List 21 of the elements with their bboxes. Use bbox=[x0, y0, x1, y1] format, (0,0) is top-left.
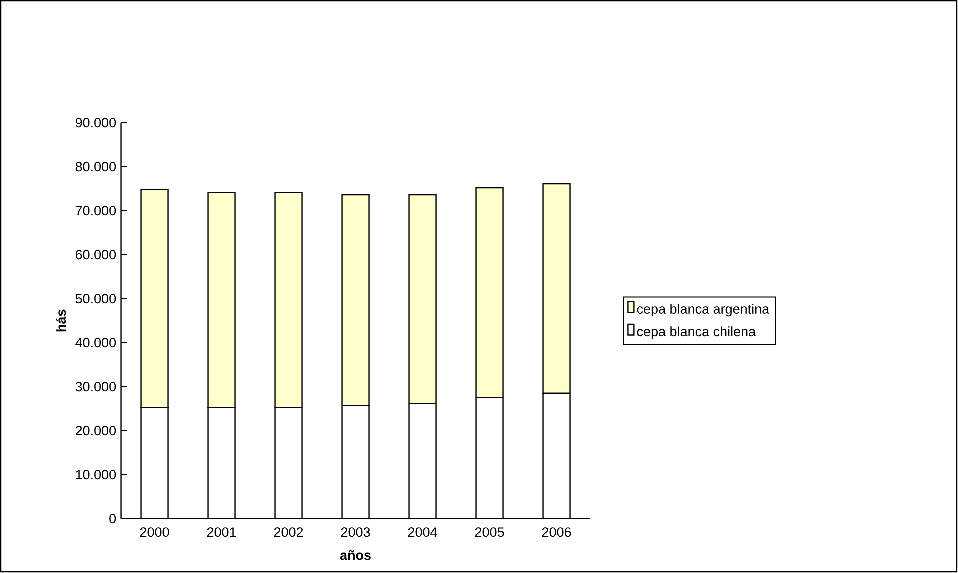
y-tick-label: 60.000 bbox=[76, 250, 116, 260]
y-tick-label: 10.000 bbox=[76, 470, 116, 480]
y-tick-label: 90.000 bbox=[76, 118, 116, 128]
legend-label: cepa blanca argentina bbox=[637, 304, 770, 317]
x-tick-label: 2002 bbox=[274, 528, 304, 538]
x-tick-label: 2001 bbox=[207, 528, 236, 538]
x-tick-label: 2004 bbox=[408, 528, 438, 538]
y-tick-label: 30.000 bbox=[76, 382, 116, 392]
y-tick-label: 20.000 bbox=[76, 426, 116, 436]
x-tick-label: 2006 bbox=[542, 528, 572, 538]
y-tick-label: 0 bbox=[110, 514, 116, 524]
y-tick-label: 40.000 bbox=[76, 338, 116, 348]
x-tick-label: 2000 bbox=[140, 528, 170, 538]
y-tick-label: 50.000 bbox=[76, 294, 116, 304]
y-tick-label: 70.000 bbox=[76, 206, 116, 216]
x-tick-label: 2003 bbox=[341, 528, 370, 538]
y-axis-title: hás bbox=[56, 310, 66, 332]
legend-label: cepa blanca chilena bbox=[637, 326, 756, 340]
y-tick-label: 80.000 bbox=[76, 162, 116, 172]
x-axis-title: años bbox=[340, 550, 371, 560]
x-tick-label: 2005 bbox=[475, 528, 504, 538]
